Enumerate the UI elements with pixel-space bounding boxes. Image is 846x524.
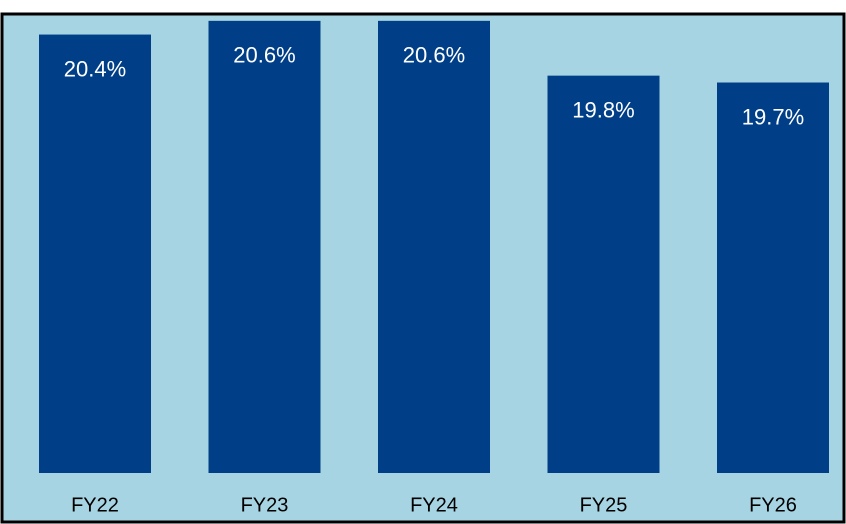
x-tick-label: FY23 <box>241 494 289 516</box>
x-tick-label: FY24 <box>410 494 458 516</box>
bar <box>39 34 151 473</box>
value-label: 20.4% <box>64 56 126 81</box>
bar <box>547 75 660 474</box>
bar <box>717 82 829 474</box>
value-label: 20.6% <box>403 43 465 68</box>
bar <box>208 20 321 474</box>
value-label: 19.8% <box>572 97 634 122</box>
value-label: 20.6% <box>233 43 295 68</box>
value-label: 19.7% <box>742 104 804 129</box>
bar <box>378 20 490 474</box>
x-tick-label: FY22 <box>71 494 119 516</box>
x-tick-label: FY26 <box>749 494 797 516</box>
x-tick-label: FY25 <box>580 494 628 516</box>
